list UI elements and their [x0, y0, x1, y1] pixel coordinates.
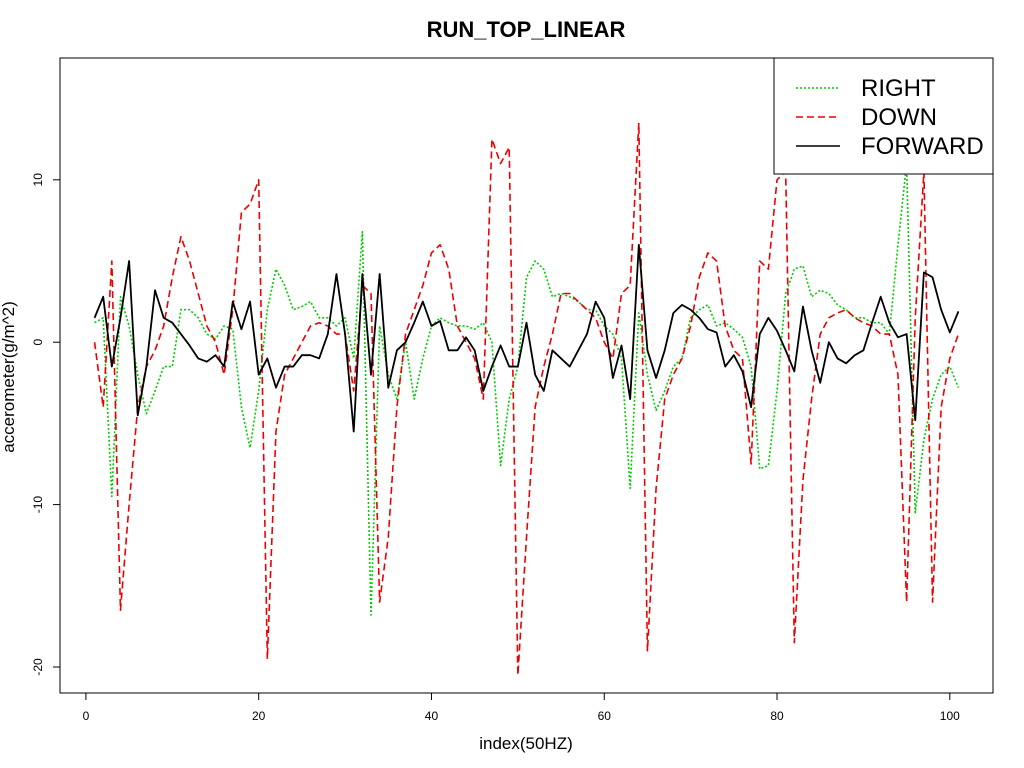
x-tick-label: 80	[770, 709, 784, 723]
x-tick-label: 60	[598, 709, 612, 723]
y-axis-label: accerometer(g/m^2)	[0, 301, 18, 453]
chart-title: RUN_TOP_LINEAR	[427, 17, 626, 42]
x-tick-label: 100	[940, 709, 960, 723]
x-tick-label: 0	[83, 709, 90, 723]
y-tick-label: 0	[31, 339, 45, 346]
series-line-down	[93, 122, 960, 676]
series-line-forward	[93, 243, 960, 433]
y-tick-label: 10	[31, 173, 45, 187]
series-lines	[93, 122, 960, 676]
legend-label-right: RIGHT	[861, 75, 936, 102]
x-axis-label: index(50HZ)	[479, 734, 573, 753]
x-tick-label: 40	[425, 709, 439, 723]
y-tick-label: -20	[31, 658, 45, 676]
legend-label-forward: FORWARD	[861, 133, 984, 160]
y-tick-label: -10	[31, 496, 45, 514]
legend-box	[773, 57, 994, 175]
legend-label-down: DOWN	[861, 104, 937, 131]
x-tick-label: 20	[252, 709, 266, 723]
